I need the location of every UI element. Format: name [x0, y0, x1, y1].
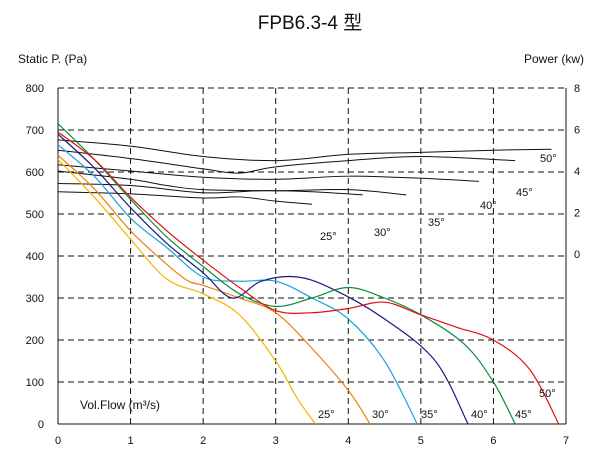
power-curve — [57, 164, 479, 182]
y-left-tick-label: 300 — [26, 293, 44, 305]
pressure-curve — [57, 131, 560, 425]
pressure-curve-label: 35° — [421, 409, 438, 421]
y-left-tick-label: 700 — [26, 125, 44, 137]
x-tick-label: 0 — [55, 435, 61, 447]
right-axis-label: Power (kw) — [524, 52, 584, 66]
y-left-tick-label: 100 — [26, 377, 44, 389]
pressure-curve-label: 30° — [372, 409, 389, 421]
pressure-curve-label: 45° — [515, 409, 532, 421]
pressure-curves — [57, 123, 560, 425]
left-axis-label: Static P. (Pa) — [18, 52, 87, 66]
power-curve-label: 40° — [480, 200, 497, 212]
power-curve-label: 45° — [516, 187, 533, 199]
pressure-curve — [57, 133, 469, 425]
y-right-tick-label: 6 — [574, 125, 580, 137]
power-curve-label: 35° — [428, 217, 445, 229]
pressure-curve — [57, 154, 371, 425]
pressure-curve — [57, 158, 317, 425]
y-left-tick-label: 400 — [26, 251, 44, 263]
x-tick-label: 1 — [128, 435, 134, 447]
y-right-tick-label: 8 — [574, 83, 580, 95]
axis-ticks: 0 1 2 3 4 5 6 7 0 100 200 300 400 500 600 700 800 0 2 4 6 8 — [26, 83, 580, 447]
x-tick-label: 5 — [418, 435, 424, 447]
power-curve — [57, 139, 552, 162]
y-left-tick-label: 600 — [26, 167, 44, 179]
x-tick-label: 6 — [490, 435, 496, 447]
y-left-tick-label: 800 — [26, 83, 44, 95]
grid-lines — [57, 87, 567, 425]
pressure-curve — [57, 144, 418, 425]
curve-labels: 25° 25° 30° 30° 35° 35° 40° 40° 45° 45° 50° 50° — [318, 153, 557, 421]
y-right-tick-label: 0 — [574, 249, 580, 261]
y-right-tick-label: 4 — [574, 166, 580, 178]
x-tick-label: 3 — [273, 435, 279, 447]
y-left-tick-label: 200 — [26, 335, 44, 347]
power-curve-label: 25° — [320, 231, 337, 243]
power-curve — [57, 149, 516, 174]
y-left-tick-label: 0 — [38, 419, 44, 431]
pressure-curve — [57, 123, 516, 425]
y-left-tick-label: 500 — [26, 209, 44, 221]
pressure-curve-label: 50° — [539, 388, 556, 400]
pressure-curve-label: 25° — [318, 409, 335, 421]
x-tick-label: 7 — [563, 435, 569, 447]
x-tick-label: 2 — [200, 435, 206, 447]
power-curve — [57, 170, 407, 196]
x-tick-label: 4 — [345, 435, 351, 447]
power-curve-label: 50° — [540, 153, 557, 165]
power-curve-label: 30° — [374, 227, 391, 239]
power-curve — [57, 191, 313, 205]
y-right-tick-label: 2 — [574, 208, 580, 220]
pressure-curve-label: 40° — [471, 409, 488, 421]
chart-title: FPB6.3-4 型 — [258, 12, 363, 34]
x-axis-label: Vol.Flow (m³/s) — [80, 398, 160, 412]
